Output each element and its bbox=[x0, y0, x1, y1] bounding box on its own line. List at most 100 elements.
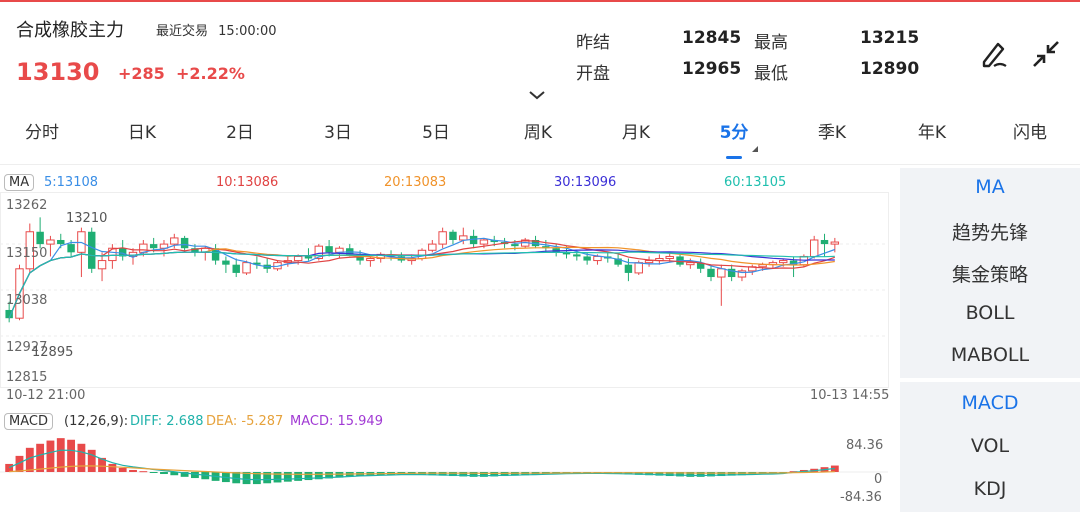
macd-bar bbox=[830, 465, 839, 472]
macd-bar bbox=[335, 472, 344, 478]
tab-9[interactable]: 年K bbox=[917, 123, 947, 143]
open-value: 12965 bbox=[682, 59, 742, 79]
macd-bar bbox=[139, 471, 148, 473]
macd-bar bbox=[15, 455, 24, 472]
max-price-marker: 13210 bbox=[66, 211, 108, 226]
candle bbox=[727, 268, 736, 278]
candle bbox=[417, 249, 427, 260]
candle bbox=[644, 260, 654, 264]
candle bbox=[97, 260, 107, 270]
macd-bar bbox=[727, 472, 736, 476]
candle bbox=[552, 248, 560, 253]
time-axis-end: 10-13 14:55 bbox=[810, 388, 890, 403]
macd-bar bbox=[469, 472, 478, 477]
ma30-value: 30:13096 bbox=[554, 175, 617, 190]
candle bbox=[634, 262, 643, 274]
macd-bar bbox=[77, 443, 86, 472]
candle bbox=[232, 264, 240, 273]
candle bbox=[573, 254, 581, 257]
indicator-3-rp1[interactable]: BOLL bbox=[965, 302, 1015, 324]
ma60-line bbox=[8, 251, 835, 319]
divider bbox=[0, 164, 1080, 165]
macd-bar bbox=[676, 472, 684, 477]
candle bbox=[531, 239, 540, 247]
trade-time: 15:00:00 bbox=[218, 24, 277, 39]
candle bbox=[36, 231, 44, 245]
macd-bar bbox=[108, 463, 117, 472]
candle bbox=[542, 246, 550, 249]
tab-8[interactable]: 季K bbox=[817, 123, 847, 143]
macd-bar bbox=[273, 472, 282, 483]
price-axis-low: 13038 bbox=[6, 293, 48, 308]
candle bbox=[253, 262, 261, 265]
ma10-value: 10:13086 bbox=[216, 175, 279, 190]
candle bbox=[242, 262, 251, 274]
sub-indicator-panel: MACD VOL KDJ bbox=[900, 382, 1080, 512]
macd-diff: DIFF: 2.688 bbox=[130, 414, 204, 429]
expand-chevron-icon[interactable] bbox=[528, 90, 546, 100]
indicator-4-rp1[interactable]: MABOLL bbox=[950, 344, 1030, 366]
indicator-2-rp2[interactable]: KDJ bbox=[973, 478, 1007, 500]
macd-tag[interactable]: MACD bbox=[4, 413, 53, 430]
macd-bar bbox=[325, 472, 334, 479]
macd-bar bbox=[717, 472, 726, 477]
candle bbox=[88, 231, 96, 269]
indicator-0-rp2[interactable]: MACD bbox=[961, 392, 1019, 414]
indicator-0-rp1[interactable]: MA bbox=[975, 176, 1005, 198]
candle bbox=[57, 239, 65, 245]
macd-bar bbox=[149, 472, 158, 473]
macd-value: MACD: 15.949 bbox=[290, 414, 383, 429]
indicator-1-rp1[interactable]: 趋势先锋 bbox=[951, 222, 1028, 244]
candle bbox=[222, 260, 230, 265]
macd-bar bbox=[180, 472, 189, 477]
tab-3[interactable]: 3日 bbox=[324, 123, 352, 143]
tab-6[interactable]: 月K bbox=[621, 123, 651, 143]
candle bbox=[479, 239, 489, 245]
macd-bar bbox=[634, 472, 643, 475]
macd-bar bbox=[314, 472, 323, 480]
macd-bar bbox=[789, 471, 798, 473]
macd-bar bbox=[707, 472, 715, 477]
candle bbox=[325, 246, 333, 253]
macd-bar bbox=[5, 463, 14, 472]
candle bbox=[118, 248, 127, 257]
macd-bar bbox=[46, 440, 55, 472]
candle bbox=[159, 243, 169, 249]
macd-chart[interactable] bbox=[0, 432, 890, 512]
tab-2[interactable]: 2日 bbox=[226, 123, 254, 143]
price-axis-bottom: 12815 bbox=[6, 370, 48, 385]
tab-5[interactable]: 周K bbox=[523, 123, 553, 143]
candle bbox=[170, 237, 179, 245]
indicator-1-rp2[interactable]: VOL bbox=[970, 435, 1010, 457]
period-tabs: 分时 日K 2日 3日 5日 周K 月K 5分 季K 年K 闪电 bbox=[0, 118, 1080, 162]
price-change-pct: +2.22% bbox=[176, 64, 245, 83]
tab-dropdown-icon[interactable] bbox=[752, 146, 758, 152]
candle bbox=[737, 270, 747, 278]
candle bbox=[304, 256, 313, 259]
price-chart-frame bbox=[0, 192, 889, 388]
last-trade-info: 最近交易 15:00:00 bbox=[156, 20, 277, 39]
indicator-2-rp1[interactable]: 集金策略 bbox=[951, 264, 1028, 286]
draw-pen-icon[interactable] bbox=[976, 36, 1012, 72]
candlestick-chart[interactable] bbox=[0, 192, 890, 388]
tab-1[interactable]: 日K bbox=[127, 123, 157, 143]
candle bbox=[717, 268, 726, 278]
macd-bar bbox=[252, 472, 261, 485]
tab-7[interactable]: 5分 bbox=[719, 123, 749, 143]
candle bbox=[820, 239, 829, 245]
macd-bar bbox=[25, 447, 34, 472]
ma-tag[interactable]: MA bbox=[4, 174, 35, 191]
candle bbox=[449, 231, 457, 240]
candle bbox=[46, 239, 55, 245]
ma60-value: 60:13105 bbox=[724, 175, 787, 190]
tab-4[interactable]: 5日 bbox=[422, 123, 450, 143]
candle bbox=[293, 255, 303, 262]
macd-params: (12,26,9): bbox=[64, 414, 129, 429]
macd-bar bbox=[480, 472, 488, 477]
collapse-icon[interactable] bbox=[1028, 36, 1064, 72]
macd-bar bbox=[98, 457, 106, 472]
recent-label: 最近交易 bbox=[156, 24, 209, 39]
tab-0[interactable]: 分时 bbox=[25, 123, 59, 143]
instrument-title: 合成橡胶主力 bbox=[16, 20, 124, 41]
tab-10[interactable]: 闪电 bbox=[1013, 123, 1047, 143]
